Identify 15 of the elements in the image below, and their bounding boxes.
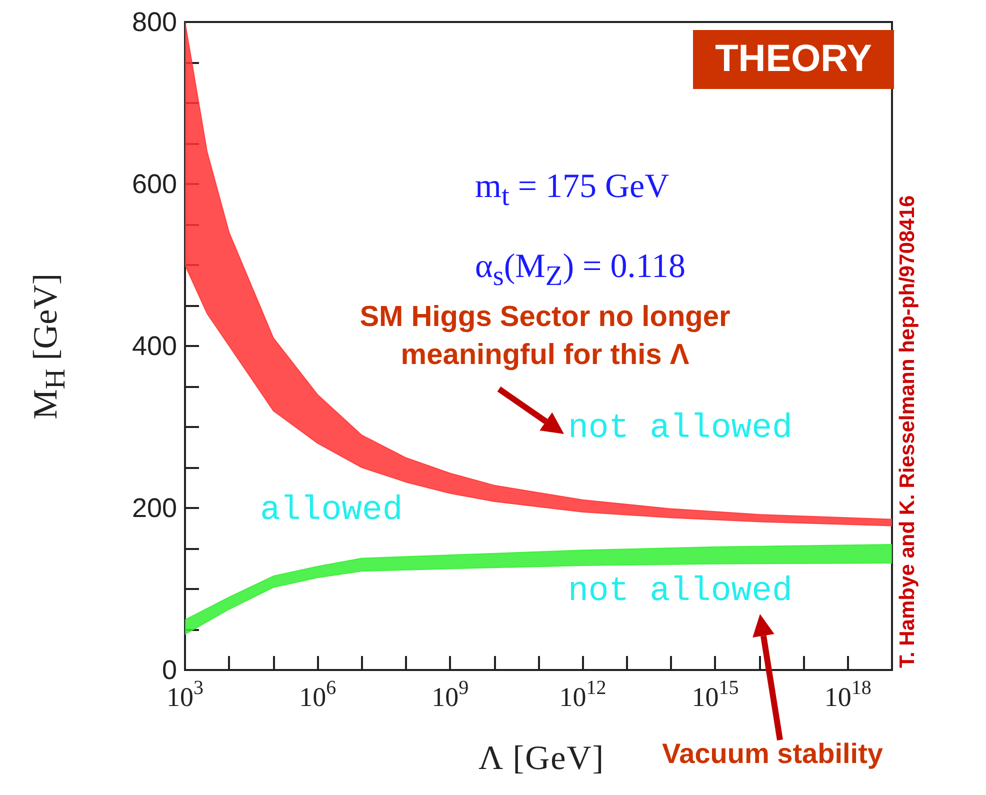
x-axis-title: Λ [GeV] — [478, 740, 605, 778]
annotation: allowed — [260, 492, 403, 530]
annotation: not allowed — [568, 573, 792, 611]
y-tick-label: 800 — [132, 7, 177, 37]
text: T. Hambye and K. Riesselmann hep-ph/9708416 — [896, 194, 920, 668]
y-tick-label: 200 — [132, 493, 177, 523]
annotation: α$_{s}$(M$_{Z}$) = 0.118 — [475, 248, 686, 293]
annotation: SM Higgs Sector no longer meaningful for this Λ — [358, 300, 732, 373]
annotation: THEORY — [693, 30, 894, 89]
annotation: not allowed — [568, 410, 792, 448]
text: Vacuum stability — [662, 738, 883, 770]
annotation: m$_{t}$ = 175 GeV — [475, 168, 670, 213]
y-tick-label: 0 — [162, 655, 177, 685]
y-tick-label: 400 — [132, 331, 177, 361]
y-tick-label: 600 — [132, 169, 177, 199]
